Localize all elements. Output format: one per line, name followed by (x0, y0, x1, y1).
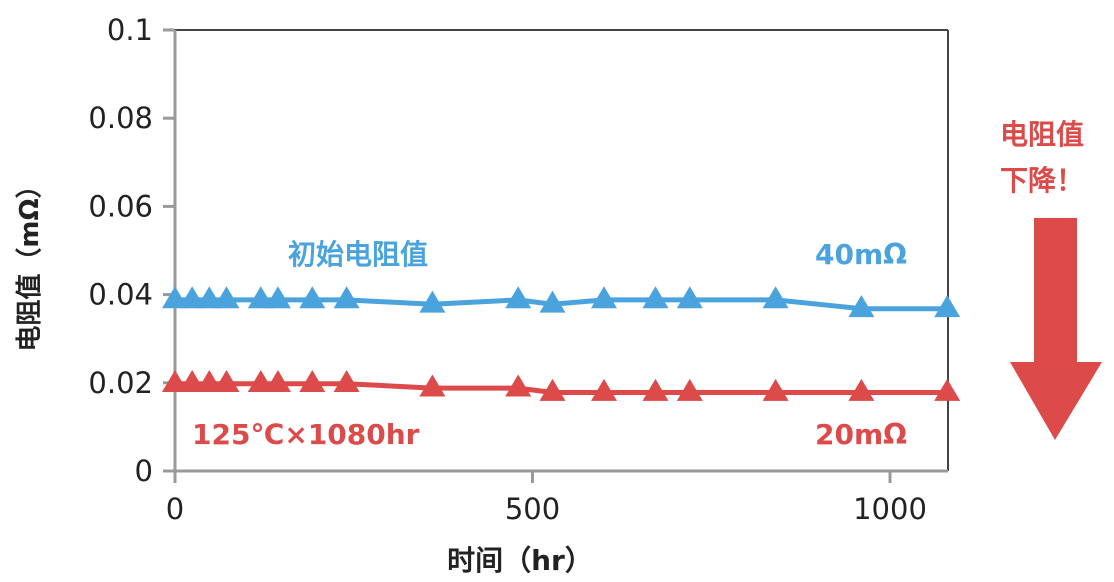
x-tick-label: 0 (166, 492, 184, 526)
series-1-triangle-marker (213, 370, 240, 393)
y-tick-label: 0.04 (88, 278, 153, 312)
series-1-triangle-marker (642, 378, 669, 401)
series-1-triangle-marker (333, 370, 360, 393)
series-0-triangle-marker (934, 295, 961, 318)
series-label-initial-resistance: 初始电阻值 (288, 238, 428, 271)
series-0-triangle-marker (848, 295, 875, 318)
series-0-triangle-marker (247, 286, 274, 309)
series-1-triangle-marker (179, 370, 206, 393)
series-0-triangle-marker (591, 286, 617, 309)
series-0-triangle-marker (299, 286, 326, 309)
y-tick-label: 0.06 (88, 189, 153, 223)
red-value-label: 20mΩ (815, 418, 907, 451)
down-arrow-icon (1010, 218, 1102, 440)
series-1-triangle-marker (419, 374, 446, 397)
decrease-arrow (1010, 218, 1102, 440)
axes-layer: 0 0.02 0.04 0.06 0.08 0.1 0 500 1000 (88, 13, 949, 526)
series-0-triangle-marker (264, 286, 291, 309)
y-tick-label: 0.08 (88, 101, 153, 135)
series-1-triangle-marker (591, 378, 617, 401)
arrow-label-line2: 下降！ (1000, 164, 1084, 197)
series-1-triangle-marker (505, 374, 532, 397)
series-0-triangle-marker (196, 286, 223, 309)
y-tick-label: 0.1 (107, 13, 153, 47)
series-0-triangle-marker (676, 286, 703, 309)
series-0-triangle-marker (419, 290, 446, 313)
series-1-triangle-marker (162, 370, 188, 393)
series-1-triangle-marker (299, 370, 326, 393)
y-axis-label: 电阻值（mΩ） (15, 172, 45, 351)
blue-value-label: 40mΩ (815, 238, 907, 271)
series-0-triangle-marker (505, 286, 532, 309)
labels-layer: 初始电阻值 40mΩ 125℃×1080hr 20mΩ 时间（hr） 电阻值（m… (15, 118, 1084, 577)
series-line-1 (175, 381, 948, 395)
series-1-triangle-marker (196, 370, 223, 393)
series-1-triangle-marker (539, 378, 566, 401)
series-1-triangle-marker (264, 370, 291, 393)
series-1-triangle-marker (676, 378, 703, 401)
series-0-triangle-marker (213, 286, 240, 309)
x-tick-label: 500 (505, 492, 560, 526)
condition-label: 125℃×1080hr (192, 418, 420, 451)
series-1-triangle-marker (247, 370, 274, 393)
series-0-triangle-marker (539, 290, 566, 313)
series-0-triangle-marker (162, 286, 188, 309)
series-0-triangle-marker (333, 286, 360, 309)
series-0-triangle-marker (762, 286, 789, 309)
y-tick-label: 0 (135, 454, 153, 488)
series-0-triangle-marker (642, 286, 669, 309)
series-layer (162, 286, 961, 401)
x-tick-label: 1000 (853, 492, 927, 526)
arrow-label-line1: 电阻值 (1000, 118, 1084, 151)
x-axis-label: 时间（hr） (447, 544, 593, 577)
y-tick-label: 0.02 (88, 366, 153, 400)
series-0-triangle-marker (179, 286, 206, 309)
series-1-triangle-marker (848, 378, 875, 401)
series-1-triangle-marker (934, 378, 961, 401)
series-1-triangle-marker (762, 378, 789, 401)
